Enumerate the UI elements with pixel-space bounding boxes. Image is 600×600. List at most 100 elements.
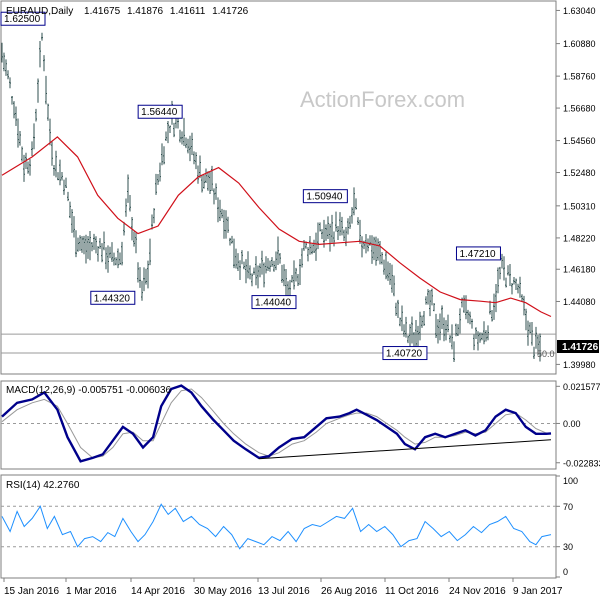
rsi-panel: RSI(14) 42.2760: [0, 474, 557, 579]
price-bar: [495, 284, 497, 313]
price-bar: [69, 201, 71, 219]
price-bar: [383, 259, 385, 275]
price-bar: [533, 346, 535, 359]
price-bar: [451, 324, 453, 350]
price-bar: [473, 334, 475, 351]
price-bar: [79, 235, 81, 251]
price-bar: [371, 235, 373, 264]
price-bar: [241, 250, 243, 265]
price-bar: [235, 248, 237, 269]
price-bar: [295, 267, 297, 282]
price-bar: [45, 75, 47, 105]
price-bar: [325, 224, 327, 241]
price-bar: [323, 219, 325, 248]
price-bar: [97, 246, 99, 262]
price-bar: [245, 259, 247, 284]
price-bar: [71, 209, 73, 233]
rsi-axis: 100 70 30 0: [556, 475, 578, 578]
price-bar: [39, 40, 41, 68]
price-bar: [469, 311, 471, 325]
price-bar: [81, 236, 83, 253]
price-bar: [423, 311, 425, 326]
ohlc-close: 1.41726: [212, 6, 249, 17]
price-bar: [429, 290, 431, 317]
price-tick-label: 1.52480: [563, 168, 596, 178]
price-bar: [441, 305, 443, 330]
price-annotation: 1.56440: [137, 104, 183, 119]
price-bar: [267, 258, 269, 271]
annotation-label: 1.62500: [4, 14, 41, 25]
chart-header: EURAUD,Daily 1.41675 1.41876 1.41611 1.4…: [6, 6, 249, 17]
price-bar: [103, 231, 105, 251]
rsi-tick-label: 30: [563, 542, 573, 552]
price-bar: [341, 216, 343, 236]
price-bar: [153, 208, 155, 224]
price-bar: [27, 161, 29, 174]
price-bar: [491, 309, 493, 322]
price-bar: [123, 221, 125, 236]
price-bar: [265, 256, 267, 274]
price-bar: [231, 235, 233, 244]
rsi-tick-label: 70: [563, 502, 573, 512]
price-bar: [3, 52, 5, 72]
price-panel: ActionForex.com 1.62500 1.56440 1.44320 1.5…: [0, 0, 557, 375]
price-bar: [191, 132, 193, 156]
price-bar: [417, 325, 419, 346]
price-bar: [49, 118, 51, 146]
price-bar: [507, 265, 509, 276]
price-bar: [311, 244, 313, 255]
price-bar: [433, 303, 435, 312]
price-bar: [205, 168, 207, 183]
price-bar: [459, 308, 461, 334]
price-bar: [183, 117, 185, 147]
price-bar: [477, 331, 479, 351]
price-bar: [337, 226, 339, 240]
price-bar: [455, 323, 457, 337]
price-bar: [197, 165, 199, 184]
price-bar: [333, 231, 335, 247]
price-bar: [121, 241, 123, 266]
date-tick-label: 24 Nov 2016: [449, 586, 506, 597]
price-bar: [515, 278, 517, 291]
price-tick-label: 1.54560: [563, 136, 596, 146]
price-bar: [531, 321, 533, 346]
price-bar: [449, 335, 451, 343]
price-bar: [525, 308, 527, 331]
price-bar: [399, 317, 401, 327]
price-bar: [415, 320, 417, 348]
price-bar: [277, 236, 279, 265]
price-bar: [499, 266, 501, 280]
price-bar: [381, 252, 383, 265]
price-bar: [111, 242, 113, 263]
price-bar: [393, 275, 395, 297]
price-bar: [43, 55, 45, 72]
price-bar: [411, 316, 413, 344]
price-bar: [327, 216, 329, 240]
price-bar: [115, 257, 117, 266]
price-bar: [361, 236, 363, 258]
price-tick-label: 1.46180: [563, 265, 596, 275]
price-bar: [339, 212, 341, 236]
price-bar: [395, 302, 397, 316]
price-bar: [375, 236, 377, 266]
price-bar: [505, 277, 507, 288]
price-bar: [479, 332, 481, 343]
price-bar: [261, 250, 263, 275]
price-bar: [409, 324, 411, 350]
price-bar: [285, 268, 287, 296]
price-bar: [497, 267, 499, 294]
price-bar: [447, 314, 449, 333]
price-annotation: 1.44040: [251, 295, 297, 310]
price-bar: [359, 219, 361, 244]
price-bar: [539, 333, 541, 362]
price-bar: [445, 320, 447, 341]
price-bar: [401, 305, 403, 332]
price-bar: [89, 231, 91, 261]
price-bar: [535, 326, 537, 349]
price-levels: [1, 333, 556, 354]
price-bar: [143, 267, 145, 292]
price-bar: [5, 59, 7, 76]
price-bar: [297, 273, 299, 287]
price-bar: [73, 216, 75, 238]
price-bar: [319, 222, 321, 232]
